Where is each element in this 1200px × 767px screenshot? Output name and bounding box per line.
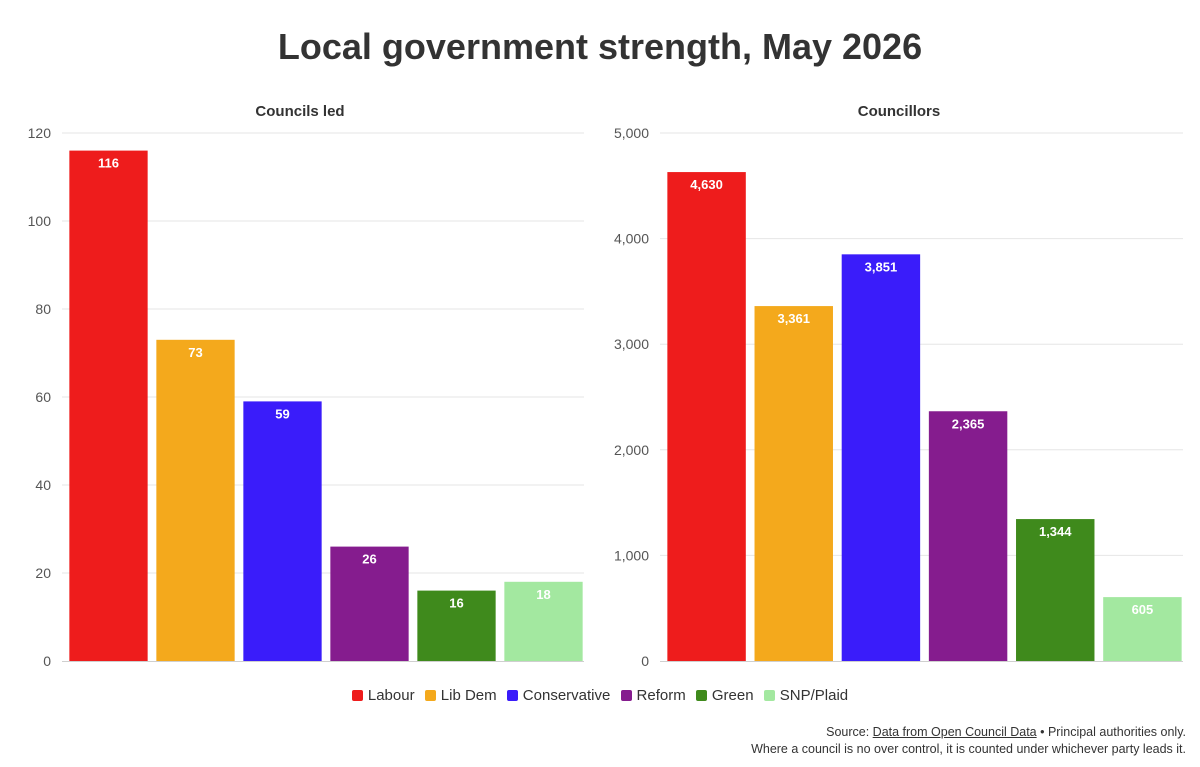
bar-value-label: 16 (449, 596, 463, 611)
source-suffix: • Principal authorities only. (1036, 725, 1186, 739)
chart-panel-2: Councillors 0 1,000 2,000 3,000 4,000 5,000 4,6… (614, 103, 1183, 669)
legend-label: Conservative (522, 687, 611, 704)
bar-value-label: 26 (362, 552, 376, 567)
y-tick-label: 40 (35, 477, 51, 493)
source-footnote: Where a council is no over control, it i… (751, 742, 1186, 756)
y-tick-label: 5,000 (614, 125, 649, 141)
y-tick-label: 100 (28, 213, 52, 229)
bar-value-label: 4,630 (690, 177, 723, 192)
legend-swatch (506, 690, 518, 701)
y-tick-label: 20 (35, 565, 51, 581)
legend-label: Reform (636, 687, 686, 704)
legend-label: Lib Dem (440, 687, 497, 704)
bar-lib-dem (156, 339, 235, 661)
legend-swatch (695, 690, 707, 701)
bar-conservative (841, 254, 921, 661)
bar-conservative (243, 401, 322, 661)
bar-value-label: 59 (275, 406, 289, 421)
legend-item-lib-dem[interactable]: Lib Dem (424, 687, 497, 704)
bar-reform (928, 411, 1008, 661)
bar-value-label: 18 (536, 587, 550, 602)
bar-labour (667, 172, 746, 661)
y-tick-label: 2,000 (614, 442, 649, 458)
source-note: Source: Data from Open Council Data • Pr… (751, 724, 1186, 758)
bar-value-label: 3,361 (777, 311, 810, 326)
y-tick-label: 60 (35, 389, 51, 405)
page-title: Local government strength, May 2026 (277, 26, 923, 67)
y-tick-label: 4,000 (614, 231, 649, 247)
bar-lib-dem (754, 306, 833, 661)
legend-label: Green (711, 687, 754, 704)
chart-subtitle: Councils led (255, 103, 344, 120)
bar-charts: Councils led 0 20 40 60 80 100 120 116 73 59 26 16 18… (28, 103, 1183, 669)
bar-snp-plaid (1103, 597, 1182, 661)
legend-item-green[interactable]: Green (695, 687, 754, 704)
legend-swatch (424, 690, 436, 701)
y-tick-label: 0 (641, 653, 649, 669)
bar-value-label: 116 (98, 156, 119, 171)
bar-reform (330, 546, 409, 661)
bar-labour (69, 150, 148, 661)
y-tick-label: 1,000 (614, 547, 649, 563)
legend-label: SNP/Plaid (779, 687, 849, 704)
bar-value-label: 605 (1132, 602, 1154, 617)
legend-swatch (620, 690, 632, 701)
y-tick-label: 0 (43, 653, 51, 669)
bar-value-label: 3,851 (865, 259, 898, 274)
bar-value-label: 1,344 (1039, 524, 1072, 539)
bar-value-label: 73 (188, 345, 202, 360)
legend-swatch (763, 690, 775, 701)
bar-green (1016, 519, 1095, 661)
bar-value-label: 2,365 (952, 416, 985, 431)
y-tick-label: 3,000 (614, 336, 649, 352)
y-tick-label: 80 (35, 301, 51, 317)
source-link[interactable]: Data from Open Council Data (872, 725, 1037, 739)
legend-item-conservative[interactable]: Conservative (506, 687, 611, 704)
y-tick-label: 120 (28, 125, 52, 141)
chart-panel-1: Councils led 0 20 40 60 80 100 120 116 73 59 26 16 18 (28, 103, 584, 669)
source-prefix: Source: (826, 725, 873, 739)
bar-green (417, 590, 496, 661)
chart-subtitle: Councillors (858, 103, 941, 120)
legend-item-snp-plaid[interactable]: SNP/Plaid (763, 687, 849, 704)
source-line: Source: Data from Open Council Data • Pr… (751, 724, 1186, 741)
legend: Labour Lib Dem Conservative Reform Green… (0, 687, 1200, 704)
legend-swatch (351, 690, 363, 701)
legend-label: Labour (367, 687, 415, 704)
bar-snp-plaid (504, 581, 583, 661)
legend-item-labour[interactable]: Labour (351, 687, 415, 704)
legend-item-reform[interactable]: Reform (620, 687, 686, 704)
